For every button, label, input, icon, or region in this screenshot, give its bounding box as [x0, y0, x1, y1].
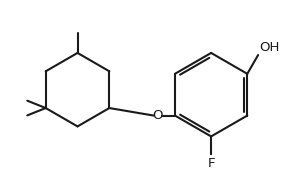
Text: F: F: [207, 158, 215, 171]
Text: OH: OH: [259, 41, 280, 54]
Text: O: O: [152, 109, 163, 122]
